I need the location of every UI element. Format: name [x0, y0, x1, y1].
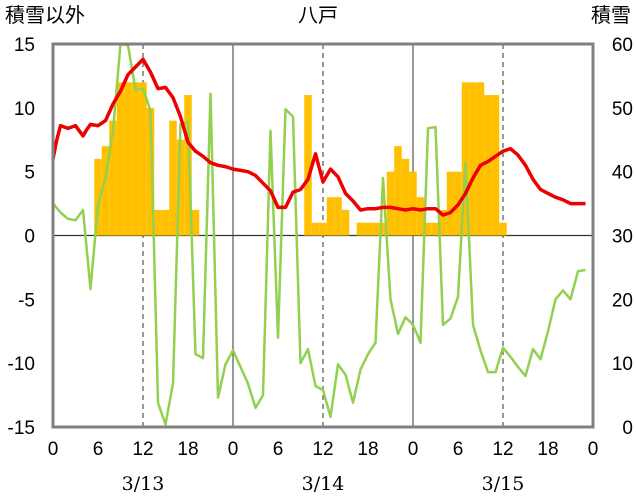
snow-bar — [439, 209, 447, 236]
snow-bar — [379, 222, 387, 236]
snow-bar — [394, 146, 402, 236]
right-y-tick-label: 30 — [612, 227, 633, 248]
snow-bar — [484, 95, 492, 236]
date-label: 3/15 — [482, 473, 525, 495]
x-tick-label: 6 — [93, 439, 104, 460]
x-tick-label: 12 — [492, 439, 513, 460]
x-tick-label: 18 — [357, 439, 378, 460]
right-y-tick-label: 0 — [622, 418, 633, 439]
date-labels: 3/13 3/14 3/15 — [122, 473, 525, 495]
snow-bar — [131, 82, 140, 236]
x-tick-label: 0 — [48, 439, 59, 460]
left-y-tick-label: -5 — [18, 290, 35, 311]
x-tick-label: 0 — [408, 439, 419, 460]
snow-bar — [101, 146, 110, 236]
snow-bar — [124, 82, 132, 236]
x-tick-label: 6 — [453, 439, 464, 460]
right-y-ticks: 60 50 40 30 20 10 0 — [612, 35, 633, 439]
right-y-tick-label: 20 — [612, 290, 633, 311]
x-tick-label: 18 — [177, 439, 198, 460]
snow-bar — [424, 222, 432, 236]
snow-bar — [319, 222, 327, 236]
snow-bar — [169, 120, 177, 236]
snow-bar — [431, 222, 440, 236]
snow-bar — [326, 197, 335, 236]
snow-bar — [469, 82, 477, 236]
snow-bar — [161, 209, 170, 236]
left-y-ticks: 15 10 5 0 -5 -10 -15 — [8, 35, 35, 439]
snow-bar — [184, 95, 192, 236]
snow-bar — [416, 197, 425, 236]
right-y-tick-label: 10 — [612, 354, 633, 375]
left-axis-label: 積雪以外 — [5, 3, 85, 27]
snow-bar — [334, 197, 342, 236]
snow-bar — [94, 158, 102, 236]
snow-bar — [176, 139, 185, 236]
snow-bar — [146, 107, 155, 236]
snow-bar — [401, 158, 410, 236]
snow-bars — [94, 82, 507, 236]
right-y-tick-label: 50 — [612, 99, 633, 120]
x-tick-label: 12 — [132, 439, 153, 460]
snow-bar — [341, 209, 350, 236]
x-ticks: 0 6 12 18 0 6 12 18 0 6 12 18 0 — [48, 439, 599, 460]
snow-bar — [139, 82, 147, 236]
snow-bar — [116, 82, 125, 236]
plot-frame — [51, 42, 595, 429]
snow-bar — [499, 222, 507, 236]
snow-bar — [304, 95, 312, 236]
snow-bar — [409, 171, 417, 236]
x-tick-label: 18 — [537, 439, 558, 460]
snow-bar — [446, 171, 455, 236]
date-label: 3/13 — [122, 473, 165, 495]
chart-title: 八戸 — [298, 3, 338, 27]
date-label: 3/14 — [302, 473, 345, 495]
snow-bar — [364, 222, 372, 236]
left-y-tick-label: 10 — [14, 99, 35, 120]
x-tick-label: 0 — [588, 439, 599, 460]
right-y-tick-label: 60 — [612, 35, 633, 56]
x-tick-label: 6 — [273, 439, 284, 460]
snow-bar — [356, 222, 365, 236]
snow-bar — [109, 120, 117, 236]
left-y-tick-label: -15 — [8, 418, 35, 439]
green-series-line — [52, 42, 586, 426]
left-y-tick-label: 15 — [14, 35, 35, 56]
snow-bar — [476, 82, 485, 236]
x-tick-label: 12 — [312, 439, 333, 460]
snow-bar — [371, 222, 380, 236]
snow-bar — [311, 222, 320, 236]
x-tick-label: 0 — [228, 439, 239, 460]
right-y-tick-label: 40 — [612, 163, 633, 184]
snow-bar — [461, 82, 470, 236]
red-series-line — [51, 57, 586, 217]
left-y-tick-label: 5 — [24, 163, 35, 184]
left-y-tick-label: 0 — [24, 227, 35, 248]
right-axis-label: 積雪 — [591, 3, 631, 27]
left-y-tick-label: -10 — [8, 354, 35, 375]
snow-bar — [191, 209, 200, 236]
snow-bar — [491, 95, 500, 236]
snow-bar — [386, 171, 395, 236]
snow-bar — [154, 209, 162, 236]
